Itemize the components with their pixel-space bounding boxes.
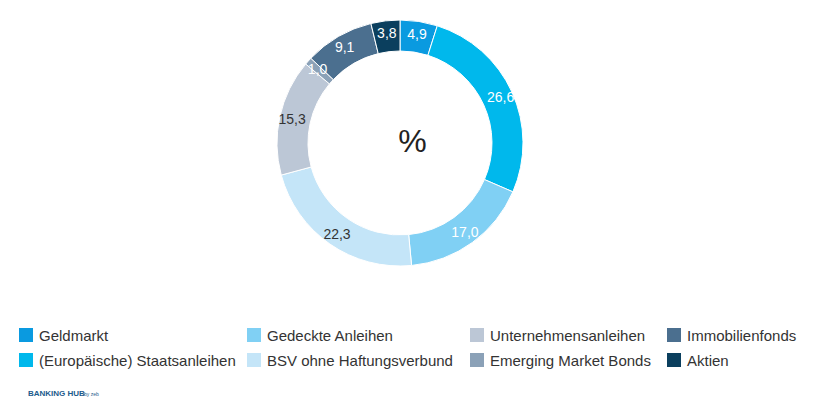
svg-text:22,3: 22,3: [323, 226, 350, 242]
svg-text:%: %: [398, 123, 426, 159]
svg-text:by zeb: by zeb: [84, 391, 99, 397]
svg-text:9,1: 9,1: [335, 39, 355, 55]
svg-text:26,6: 26,6: [487, 89, 514, 105]
svg-text:3,8: 3,8: [377, 25, 397, 41]
svg-text:Unternehmensanleihen: Unternehmensanleihen: [490, 327, 645, 344]
svg-text:BANKING HUB: BANKING HUB: [28, 389, 85, 398]
svg-text:Immobilienfonds: Immobilienfonds: [687, 327, 796, 344]
svg-text:Aktien: Aktien: [687, 352, 729, 369]
svg-text:Geldmarkt: Geldmarkt: [39, 327, 109, 344]
svg-text:1,0: 1,0: [308, 61, 328, 77]
svg-text:(Europäische) Staatsanleihen: (Europäische) Staatsanleihen: [39, 352, 236, 369]
svg-text:Gedeckte Anleihen: Gedeckte Anleihen: [267, 327, 393, 344]
svg-text:BSV ohne Haftungsverbund: BSV ohne Haftungsverbund: [267, 352, 453, 369]
svg-text:15,3: 15,3: [278, 111, 305, 127]
svg-text:4,9: 4,9: [407, 26, 427, 42]
svg-text:17,0: 17,0: [451, 224, 478, 240]
svg-text:Emerging Market Bonds: Emerging Market Bonds: [490, 352, 651, 369]
